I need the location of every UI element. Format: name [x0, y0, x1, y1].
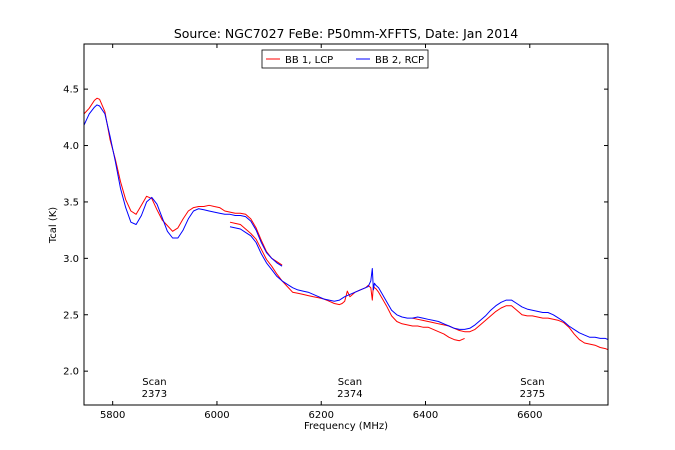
- legend-box: [261, 49, 429, 69]
- x-tick-label: 6200: [309, 410, 334, 421]
- chart-title: Source: NGC7027 FeBe: P50mm-XFFTS, Date:…: [174, 26, 518, 41]
- scan-annotation-label: Scan: [338, 377, 362, 388]
- scan-annotation-label: Scan: [520, 377, 544, 388]
- y-axis-label: Tcal (K): [48, 207, 59, 244]
- series-line-1-segment-2: [229, 221, 465, 342]
- y-tick-label: 4.5: [63, 85, 79, 96]
- plot-frame: [83, 43, 609, 406]
- legend: BB 1, LCP BB 2, RCP: [261, 49, 429, 69]
- x-tick-label: 6400: [413, 410, 438, 421]
- scan-annotation-number: 2374: [337, 389, 362, 400]
- y-tick-label: 3.0: [63, 254, 79, 265]
- x-axis: 5800 6000 6200 6400 6600: [100, 44, 543, 421]
- y-tick-label: 2.0: [63, 367, 79, 378]
- y-tick-label: 3.5: [63, 197, 79, 208]
- series-line-2-segment-2: [229, 226, 608, 341]
- y-axis: 2.0 2.5 3.0 3.5 4.0 4.5: [63, 85, 608, 378]
- x-axis-label: Frequency (MHz): [304, 421, 388, 432]
- x-tick-label: 6600: [517, 410, 542, 421]
- y-tick-label: 2.5: [63, 310, 79, 321]
- series-line-1-segment-3: [412, 305, 608, 351]
- legend-label-bb1: BB 1, LCP: [285, 55, 333, 66]
- x-tick-label: 6000: [204, 410, 229, 421]
- legend-label-bb2: BB 2, RCP: [375, 55, 424, 66]
- x-tick-label: 5800: [100, 410, 125, 421]
- series-line-2-segment-1: [84, 104, 283, 267]
- scan-annotation-number: 2373: [142, 389, 167, 400]
- series-layer: [84, 97, 608, 351]
- series-line-1-segment-1: [84, 97, 283, 266]
- scan-annotation-label: Scan: [142, 377, 166, 388]
- scan-annotation-number: 2375: [520, 389, 545, 400]
- y-tick-label: 4.0: [63, 141, 79, 152]
